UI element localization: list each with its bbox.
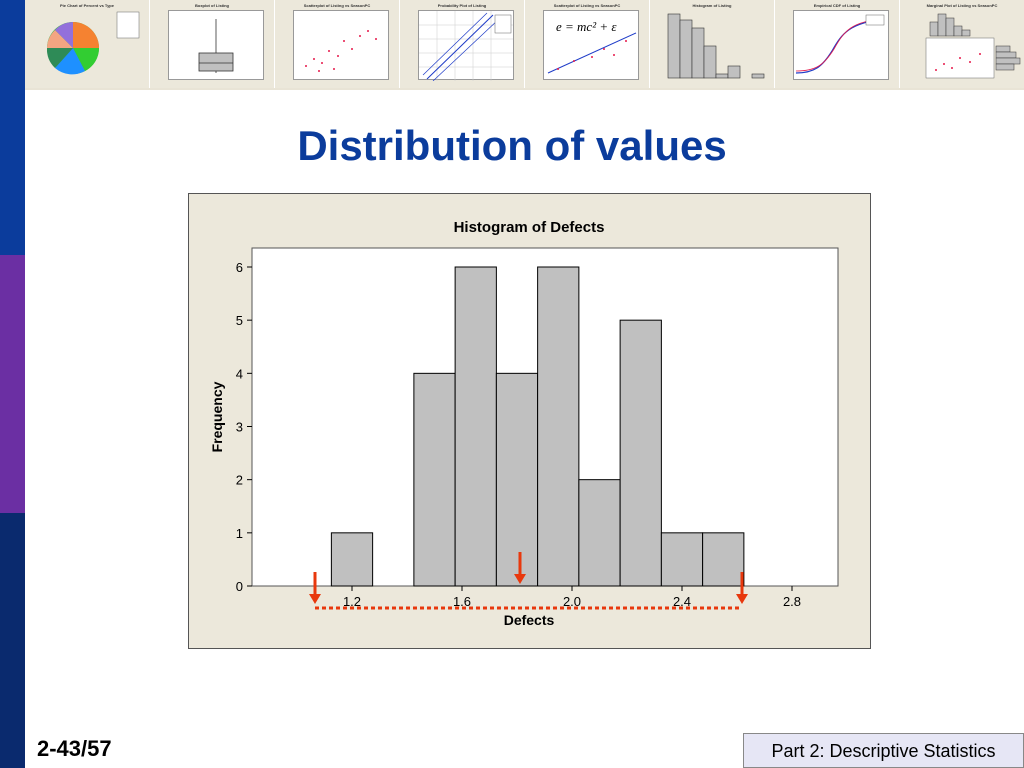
- y-tick-label: 1: [236, 526, 243, 541]
- thumbnail-plot-area: [293, 10, 389, 80]
- thumbnail-plot-area: e = mc² + ε: [543, 10, 639, 80]
- x-tick-label: 1.2: [343, 594, 361, 609]
- y-tick-label: 6: [236, 260, 243, 275]
- thumbnail-title: Empirical CDF of Listing: [813, 3, 861, 8]
- marginal-plot-icon: [925, 13, 1021, 79]
- histogram-bar: [578, 479, 621, 587]
- thumbnail-title: Scatterplot of Listing vs SeasonPC: [553, 3, 621, 8]
- histogram-bar: [702, 532, 745, 587]
- y-tick-label: 4: [236, 366, 243, 381]
- histogram-svg: Histogram of Defects 0 1 2 3 4 5 6 1.2 1.6 2.0 2.…: [209, 219, 839, 628]
- thumbnail-boxplot: Boxplot of Listing: [150, 0, 275, 88]
- boxplot-icon: [198, 19, 234, 73]
- fitted-line-icon: e = mc² + ε: [547, 19, 637, 74]
- sidebar-purple-band: [0, 255, 25, 513]
- histogram-bar: [660, 532, 704, 587]
- thumbnail-histogram: Histogram of Listing: [650, 0, 775, 88]
- thumbnail-title: Pie Chart of Percent vs Type: [60, 3, 114, 8]
- histogram-bar: [537, 266, 580, 587]
- histogram-bar: [619, 319, 662, 587]
- red-arrow-head-icon: [309, 594, 321, 604]
- x-tick-label: 2.0: [563, 594, 581, 609]
- thumbnail-pie-chart: Pie Chart of Percent vs Type: [25, 0, 150, 88]
- thumbnail-plot-area: [168, 10, 264, 80]
- thumbnail-plot-area: [418, 10, 514, 82]
- footer-label: Part 2: Descriptive Statistics: [743, 733, 1024, 768]
- x-tick-label: 2.8: [783, 594, 801, 609]
- slide-title: Distribution of values: [297, 122, 727, 169]
- histogram-bar: [454, 266, 497, 587]
- thumbnail-marginal-plot: Marginal Plot of Listing vs SeasonPC: [900, 0, 1024, 88]
- thumbnail-title: Histogram of Listing: [692, 3, 732, 8]
- thumbnail-plot-area: [793, 10, 889, 80]
- histogram-bar: [330, 532, 374, 587]
- chart-title: Histogram of Defects: [454, 219, 605, 236]
- histogram-chart: Histogram of Defects 0 1 2 3 4 5 6 1.2 1.6 2.0 2.…: [188, 193, 871, 649]
- histogram-icon: [667, 13, 765, 79]
- sidebar-navy-band: [0, 513, 25, 768]
- red-arrow-head-icon: [514, 574, 526, 584]
- red-arrow-head-icon: [736, 594, 748, 604]
- equation-label: e = mc² + ε: [556, 19, 617, 34]
- pie-chart-icon: [46, 11, 140, 75]
- histogram-bar: [413, 372, 456, 587]
- thumbnail-title: Scatterplot of Listing vs SeasonPC: [303, 3, 371, 8]
- thumbnail-scatterplot: Scatterplot of Listing vs SeasonPC: [275, 0, 400, 88]
- cdf-icon: [795, 14, 885, 74]
- probability-plot-icon: [419, 11, 513, 82]
- sidebar: [0, 0, 25, 768]
- thumbnail-title: Marginal Plot of Listing vs SeasonPC: [926, 3, 998, 8]
- thumbnail-probability-plot: Probability Plot of Listing: [400, 0, 525, 88]
- y-tick-label: 2: [236, 473, 243, 488]
- y-tick-label: 5: [236, 313, 243, 328]
- thumbnail-empirical-cdf: Empirical CDF of Listing: [775, 0, 900, 88]
- y-tick-label: 0: [236, 579, 243, 594]
- x-axis-label: Defects: [504, 612, 555, 628]
- histogram-bar: [495, 372, 539, 587]
- sidebar-blue-band: [0, 0, 25, 255]
- thumbnail-title: Probability Plot of Listing: [437, 3, 487, 8]
- y-axis-label: Frequency: [209, 381, 225, 452]
- scatter-icon: [305, 30, 377, 72]
- y-tick-label: 3: [236, 420, 243, 435]
- thumbnail-strip: Pie Chart of Percent vs Type Boxplot of …: [25, 0, 1024, 90]
- x-tick-label: 1.6: [453, 594, 471, 609]
- thumbnail-title: Boxplot of Listing: [195, 3, 229, 8]
- thumbnail-scatterplot-fit: Scatterplot of Listing vs SeasonPC e = m…: [525, 0, 650, 88]
- x-tick-label: 2.4: [673, 594, 691, 609]
- page-number: 2-43/57: [37, 736, 112, 761]
